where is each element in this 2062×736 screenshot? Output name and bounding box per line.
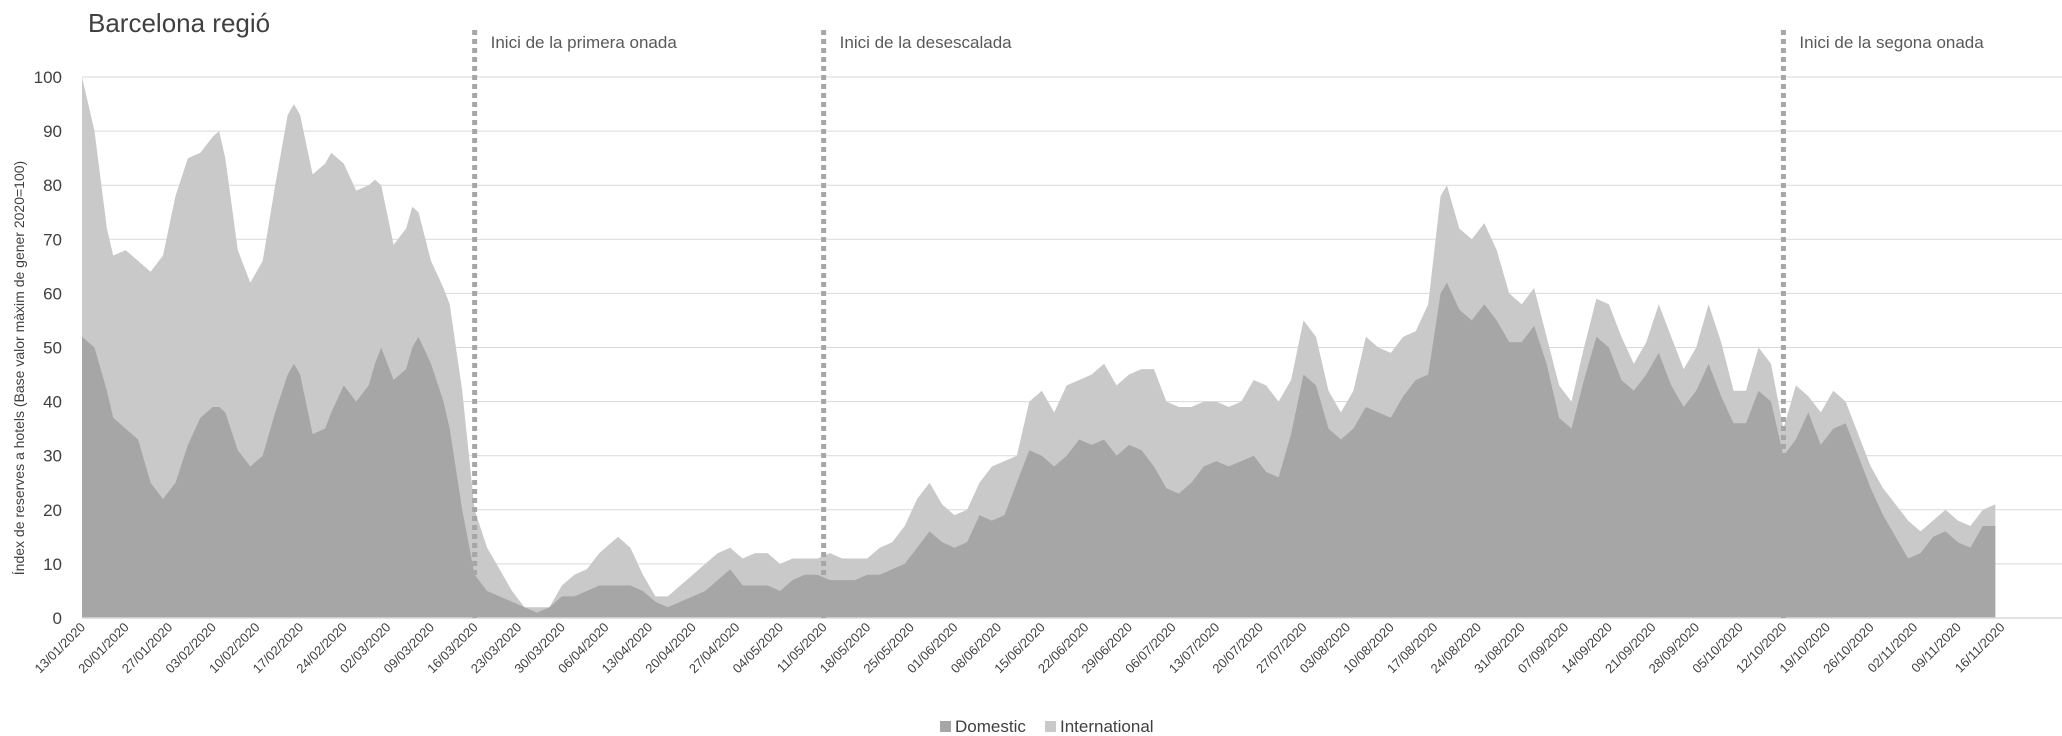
area-layer	[82, 77, 2062, 619]
y-tick-label: 100	[34, 68, 62, 87]
y-tick-label: 90	[43, 122, 62, 141]
annotation-label: Inici de la primera onada	[491, 33, 678, 52]
y-tick-label: 70	[43, 230, 62, 249]
y-tick-label: 80	[43, 176, 62, 195]
y-tick-label: 20	[43, 501, 62, 520]
legend-label-international: International	[1060, 717, 1154, 736]
y-tick-label: 60	[43, 284, 62, 303]
y-tick-label: 40	[43, 393, 62, 412]
annotation-label: Inici de la desescalada	[840, 33, 1013, 52]
y-axis: 0 10 20 30 40 50 60 70 80 90 100	[34, 68, 62, 628]
area-domestic	[82, 282, 1996, 618]
legend-swatch-domestic	[940, 721, 951, 732]
y-tick-label: 10	[43, 555, 62, 574]
y-axis-label: Índex de reserves a hotels (Base valor m…	[11, 161, 27, 575]
legend-swatch-international	[1045, 721, 1056, 732]
legend: Domestic International	[940, 717, 1154, 736]
legend-label-domestic: Domestic	[955, 717, 1026, 736]
y-tick-label: 0	[53, 609, 62, 628]
y-tick-label: 50	[43, 339, 62, 358]
annotation-label: Inici de la segona onada	[1799, 33, 1984, 52]
chart-title: Barcelona regió	[88, 8, 271, 38]
x-axis: 13/01/202020/01/202027/01/202003/02/2020…	[31, 620, 2007, 677]
y-tick-label: 30	[43, 447, 62, 466]
annotation-layer: Inici de la primera onada Inici de la des…	[472, 30, 1984, 618]
